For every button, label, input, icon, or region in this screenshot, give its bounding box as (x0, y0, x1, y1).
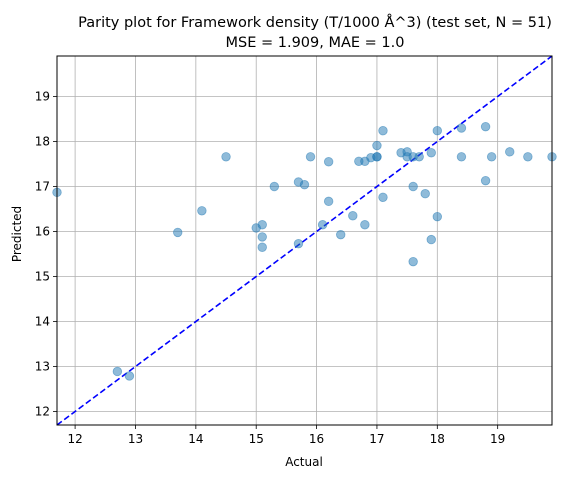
data-points (52, 121, 557, 381)
data-point (336, 229, 346, 240)
data-point (408, 181, 418, 192)
data-point (480, 175, 491, 186)
data-point (257, 220, 267, 230)
data-point (360, 220, 370, 230)
data-point (378, 125, 388, 136)
data-point (348, 211, 358, 221)
data-point (378, 192, 388, 203)
data-point (480, 121, 491, 132)
x-axis-label: Actual (285, 455, 323, 469)
data-point (305, 152, 316, 162)
data-point (408, 256, 418, 267)
data-point (173, 227, 183, 238)
data-point (420, 188, 430, 199)
y-tick-label: 18 (35, 135, 50, 149)
x-tick-label: 19 (490, 432, 505, 446)
data-point (505, 147, 515, 157)
x-tick-label: 12 (67, 432, 82, 446)
axis-ticks: 12 13 14 15 16 17 18 19 12 13 14 15 16 17 18 19 (35, 90, 506, 447)
data-point (426, 148, 436, 158)
y-tick-label: 19 (35, 90, 50, 104)
y-tick-label: 12 (35, 405, 50, 419)
chart-subtitle: MSE = 1.909, MAE = 1.0 (226, 35, 405, 51)
data-point (257, 242, 267, 252)
data-point (112, 366, 123, 377)
data-point (456, 123, 467, 133)
data-point (323, 196, 334, 207)
y-tick-label: 16 (35, 225, 50, 239)
x-tick-label: 13 (128, 432, 143, 446)
data-point (221, 152, 231, 162)
y-tick-label: 14 (35, 315, 50, 329)
x-tick-label: 15 (249, 432, 264, 446)
y-tick-label: 17 (35, 180, 50, 194)
data-point (456, 152, 467, 162)
data-point (269, 181, 280, 192)
data-point (197, 206, 207, 216)
plot-area-frame (56, 55, 553, 426)
data-point (372, 152, 382, 162)
chart-title: Parity plot for Framework density (T/100… (78, 14, 552, 31)
data-point (432, 211, 443, 222)
x-tick-label: 16 (309, 432, 324, 446)
data-point (124, 371, 135, 381)
parity-reference-line (56, 55, 553, 426)
data-point (299, 179, 310, 190)
data-point (426, 234, 436, 245)
y-tick-label: 15 (35, 270, 50, 284)
x-tick-label: 14 (188, 432, 203, 446)
data-point (293, 238, 304, 249)
data-point (432, 125, 443, 136)
x-tick-label: 17 (369, 432, 384, 446)
data-point (323, 157, 334, 167)
data-point (523, 152, 533, 162)
data-point (372, 140, 382, 151)
data-point (257, 232, 267, 242)
y-tick-label: 13 (35, 360, 50, 374)
x-tick-label: 18 (430, 432, 445, 446)
data-point (317, 220, 328, 230)
data-point (486, 152, 497, 162)
y-axis-label: Predicted (10, 206, 24, 262)
data-point (414, 152, 424, 162)
